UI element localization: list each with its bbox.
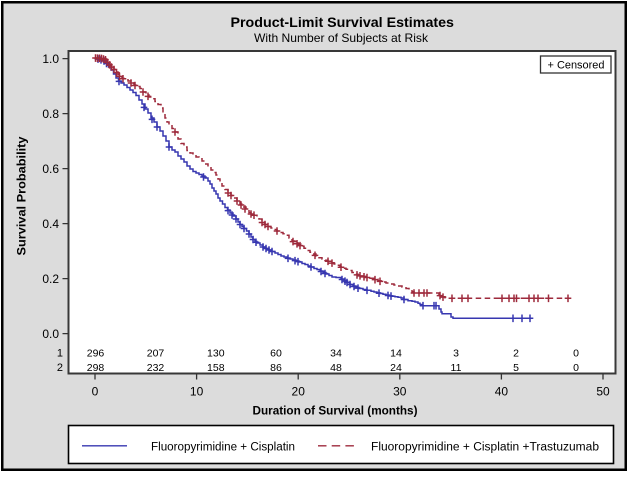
svg-text:5: 5 (513, 362, 519, 374)
svg-text:Fluoropyrimidine + Cisplatin +: Fluoropyrimidine + Cisplatin +Trastuzuma… (371, 441, 599, 453)
svg-text:207: 207 (147, 348, 165, 360)
svg-text:0.4: 0.4 (42, 217, 59, 231)
svg-text:232: 232 (147, 362, 165, 374)
svg-text:298: 298 (87, 362, 105, 374)
svg-text:0: 0 (573, 348, 579, 360)
svg-text:48: 48 (330, 362, 342, 374)
svg-text:60: 60 (270, 348, 282, 360)
svg-text:Survival Probability: Survival Probability (15, 136, 29, 255)
svg-text:24: 24 (390, 362, 402, 374)
svg-text:0.0: 0.0 (42, 327, 59, 341)
svg-text:Fluoropyrimidine + Cisplatin: Fluoropyrimidine + Cisplatin (151, 441, 295, 453)
svg-text:Product-Limit Survival Estimat: Product-Limit Survival Estimates (231, 14, 455, 30)
svg-text:0: 0 (92, 385, 99, 399)
svg-text:130: 130 (207, 348, 225, 360)
svg-text:0.8: 0.8 (42, 107, 59, 121)
svg-text:3: 3 (453, 348, 459, 360)
svg-text:86: 86 (270, 362, 282, 374)
svg-text:1: 1 (57, 348, 63, 360)
svg-text:40: 40 (495, 385, 509, 399)
svg-text:10: 10 (190, 385, 204, 399)
svg-text:1.0: 1.0 (42, 52, 59, 66)
svg-text:11: 11 (451, 362, 462, 374)
svg-text:20: 20 (292, 385, 306, 399)
svg-text:34: 34 (330, 348, 342, 360)
svg-text:Duration of Survival (months): Duration of Survival (months) (253, 404, 418, 418)
svg-text:2: 2 (513, 348, 519, 360)
svg-text:With Number of Subjects at Ris: With Number of Subjects at Risk (254, 31, 429, 45)
svg-text:2: 2 (57, 362, 63, 374)
svg-text:+ Censored: + Censored (548, 60, 605, 72)
svg-text:0: 0 (573, 362, 579, 374)
svg-text:0.2: 0.2 (42, 272, 59, 286)
svg-text:296: 296 (87, 348, 105, 360)
svg-text:0.6: 0.6 (42, 162, 59, 176)
svg-text:30: 30 (393, 385, 407, 399)
svg-text:158: 158 (207, 362, 225, 374)
svg-text:14: 14 (390, 348, 402, 360)
svg-text:50: 50 (596, 385, 610, 399)
